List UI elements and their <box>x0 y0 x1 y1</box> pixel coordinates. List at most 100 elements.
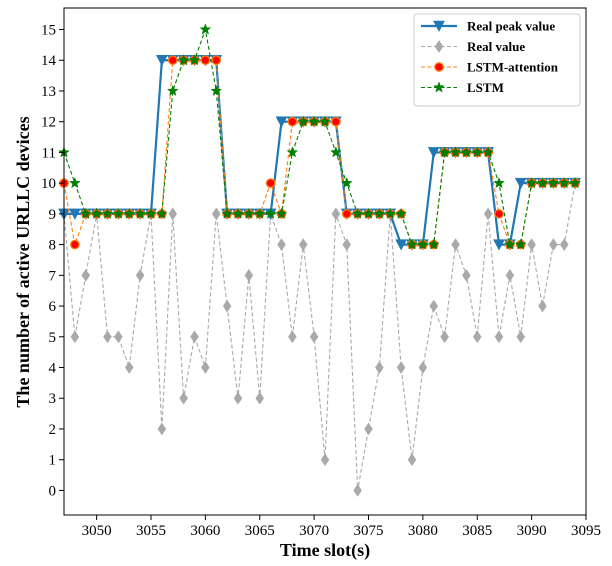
data-point <box>145 207 157 219</box>
y-tick-label: 5 <box>49 330 57 346</box>
legend-marker <box>434 62 444 72</box>
data-point <box>341 209 352 219</box>
data-point <box>527 238 536 252</box>
data-point <box>536 176 549 189</box>
data-point <box>375 361 384 374</box>
y-tick-label: 12 <box>41 115 56 131</box>
y-tick-label: 8 <box>49 238 57 254</box>
data-point <box>79 207 92 219</box>
data-point <box>308 115 321 127</box>
data-point <box>462 268 471 282</box>
data-point <box>123 207 136 219</box>
data-point <box>427 238 440 250</box>
data-point <box>494 209 504 219</box>
data-point <box>177 54 190 66</box>
y-tick-label: 15 <box>41 23 56 39</box>
legend-item: LSTM-attention <box>421 60 559 75</box>
data-point <box>287 116 298 127</box>
series-layer <box>58 23 582 497</box>
y-axis-label: The number of active URLLC devices <box>13 116 33 407</box>
data-point <box>242 207 255 219</box>
data-point <box>384 207 397 219</box>
data-point <box>135 268 145 282</box>
y-tick-label: 7 <box>49 268 57 284</box>
x-tick-label: 3070 <box>299 523 329 539</box>
data-point <box>134 207 147 219</box>
x-tick-label: 3085 <box>462 523 492 539</box>
data-point <box>90 207 103 219</box>
data-point <box>264 207 277 219</box>
data-point <box>440 330 449 344</box>
data-point <box>319 115 331 127</box>
data-point <box>396 361 406 374</box>
data-point <box>472 330 482 344</box>
data-point <box>438 146 451 158</box>
data-point <box>320 453 330 467</box>
data-point <box>101 207 114 219</box>
data-point <box>277 238 286 252</box>
data-point <box>265 178 276 188</box>
data-point <box>340 176 353 189</box>
data-point <box>211 55 222 66</box>
data-point <box>559 238 569 252</box>
data-point <box>569 176 582 189</box>
data-point <box>124 361 134 374</box>
data-point <box>514 177 527 190</box>
data-point <box>514 238 527 250</box>
data-point <box>331 207 341 221</box>
legend-label: LSTM <box>467 80 504 95</box>
data-point <box>505 268 515 282</box>
data-point <box>395 239 408 251</box>
data-point <box>288 330 297 344</box>
y-tick-label: 4 <box>49 361 57 377</box>
x-tick-label: 3075 <box>354 523 384 539</box>
data-point <box>167 55 178 66</box>
data-point <box>179 391 188 405</box>
data-point <box>364 422 373 436</box>
data-point <box>286 146 299 158</box>
data-point <box>547 176 560 189</box>
data-point <box>406 238 418 250</box>
data-point <box>416 238 429 250</box>
data-point <box>275 116 288 128</box>
data-point <box>157 422 167 436</box>
legend: Real peak value Real value LSTM-attention L… <box>413 13 581 107</box>
data-point <box>275 207 288 219</box>
data-point <box>155 54 168 67</box>
data-point <box>81 268 91 282</box>
legend-marker <box>433 20 445 33</box>
plot-frame <box>63 7 587 516</box>
legend-box <box>413 13 581 107</box>
data-point <box>427 147 440 159</box>
y-tick-label: 10 <box>41 176 56 192</box>
series-lstm <box>58 23 582 250</box>
data-point <box>188 54 201 66</box>
data-point <box>155 207 168 219</box>
y-tick-label: 6 <box>49 299 57 315</box>
data-point <box>70 330 80 344</box>
data-point <box>494 330 504 344</box>
data-point <box>68 176 81 189</box>
data-point <box>395 207 408 219</box>
data-point <box>190 330 199 344</box>
data-point <box>211 207 221 221</box>
data-point <box>200 55 211 66</box>
y-tick-label: 9 <box>49 207 57 223</box>
data-point <box>525 176 538 189</box>
data-point <box>493 176 505 189</box>
data-point <box>549 238 558 252</box>
data-point <box>460 146 473 158</box>
data-point <box>353 483 362 497</box>
data-point <box>418 361 428 374</box>
legend-item: Real peak value <box>421 19 555 34</box>
legend-label: Real value <box>467 39 525 54</box>
series-line <box>63 183 576 491</box>
data-point <box>483 207 493 221</box>
data-point <box>493 239 505 251</box>
data-point <box>329 146 342 158</box>
x-tick-label: 3090 <box>517 523 547 539</box>
data-point <box>503 238 516 250</box>
y-tick-label: 0 <box>49 483 57 499</box>
data-point <box>429 299 439 313</box>
